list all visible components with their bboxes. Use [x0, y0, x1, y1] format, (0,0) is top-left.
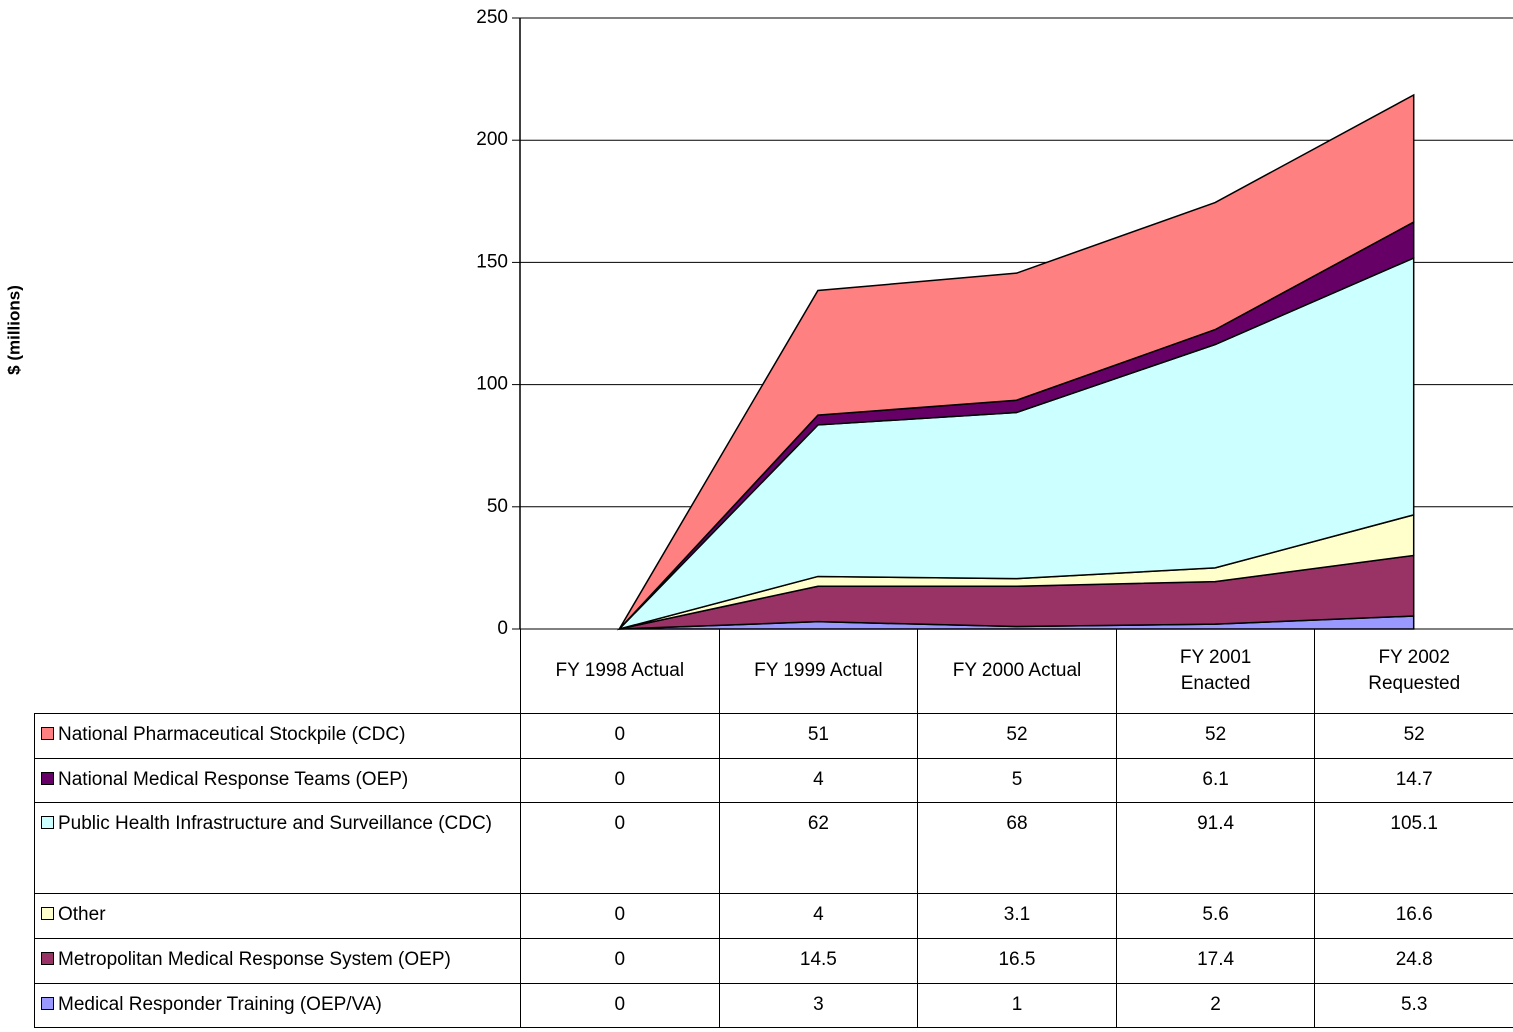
table-value: 16.6 [1314, 893, 1513, 939]
table-value: 14.5 [718, 938, 919, 984]
table-value: 4 [718, 758, 919, 803]
column-header: FY 1999 Actual [718, 629, 919, 714]
legend-swatch [41, 816, 54, 829]
legend-swatch [41, 772, 54, 785]
legend-swatch [41, 907, 54, 920]
column-header: FY 2000 Actual [917, 629, 1117, 714]
column-header: FY 2001 Enacted [1115, 629, 1316, 714]
table-value: 68 [917, 802, 1117, 894]
table-value: 62 [718, 802, 919, 894]
table-value: 0 [520, 938, 720, 984]
y-tick-label: 0 [497, 618, 508, 639]
table-value: 91.4 [1115, 802, 1316, 894]
table-value: 24.8 [1314, 938, 1513, 984]
row-label: Public Health Infrastructure and Surveil… [34, 802, 521, 894]
table-value: 5.6 [1115, 893, 1316, 939]
table-value: 52 [1314, 713, 1513, 759]
table-value: 16.5 [917, 938, 1117, 984]
legend-label: National Medical Response Teams (OEP) [58, 769, 409, 790]
y-tick-label: 50 [487, 496, 508, 517]
table-value: 3.1 [917, 893, 1117, 939]
row-label: National Medical Response Teams (OEP) [34, 758, 521, 803]
table-value: 5.3 [1314, 983, 1513, 1028]
table-value: 52 [917, 713, 1117, 759]
table-value: 0 [520, 802, 720, 894]
row-label: Other [34, 893, 521, 939]
column-header: FY 1998 Actual [520, 629, 720, 714]
legend-label: Public Health Infrastructure and Surveil… [58, 813, 493, 834]
table-value: 0 [520, 713, 720, 759]
table-value: 0 [520, 983, 720, 1028]
y-axis-label: $ (millions) [4, 285, 23, 375]
row-label: Metropolitan Medical Response System (OE… [34, 938, 521, 984]
table-value: 4 [718, 893, 919, 939]
table-value: 6.1 [1115, 758, 1316, 803]
table-value: 14.7 [1314, 758, 1513, 803]
table-value: 3 [718, 983, 919, 1028]
table-value: 5 [917, 758, 1117, 803]
table-value: 105.1 [1314, 802, 1513, 894]
table-value: 52 [1115, 713, 1316, 759]
legend-swatch [41, 997, 54, 1010]
legend-swatch [41, 727, 54, 740]
legend-label: Medical Responder Training (OEP/VA) [58, 994, 382, 1015]
y-tick-label: 100 [476, 374, 508, 395]
table-value: 2 [1115, 983, 1316, 1028]
row-label: National Pharmaceutical Stockpile (CDC) [34, 713, 521, 759]
table-value: 51 [718, 713, 919, 759]
legend-swatch [41, 952, 54, 965]
table-value: 0 [520, 758, 720, 803]
y-tick-label: 200 [476, 129, 508, 150]
y-tick-label: 150 [476, 251, 508, 272]
legend-label: Other [58, 904, 106, 925]
row-label: Medical Responder Training (OEP/VA) [34, 983, 521, 1028]
table-value: 1 [917, 983, 1117, 1028]
table-value: 0 [520, 893, 720, 939]
y-tick-label: 250 [476, 7, 508, 28]
legend-label: Metropolitan Medical Response System (OE… [58, 949, 451, 970]
legend-label: National Pharmaceutical Stockpile (CDC) [58, 724, 406, 745]
area [618, 93, 1415, 630]
column-header: FY 2002 Requested [1314, 629, 1513, 714]
table-value: 17.4 [1115, 938, 1316, 984]
